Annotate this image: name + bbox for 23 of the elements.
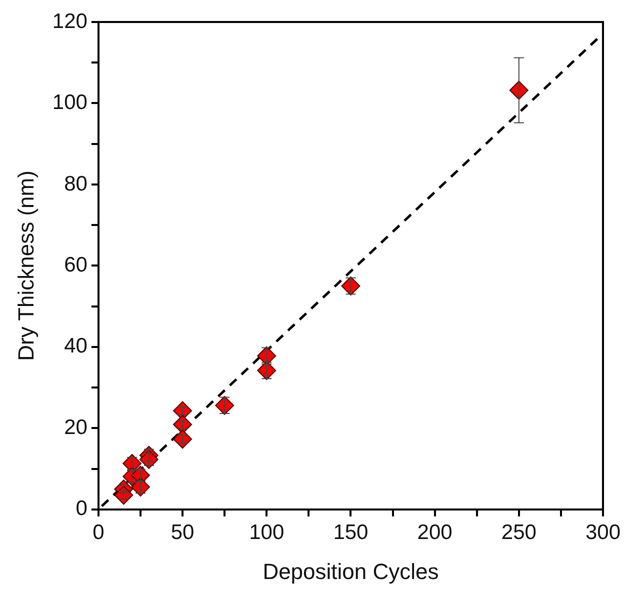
x-tick-label: 0 (92, 520, 104, 544)
y-tick-label: 100 (52, 91, 88, 114)
point (139, 450, 158, 469)
point (130, 478, 150, 497)
y-tick-label: 80 (64, 172, 88, 196)
point (257, 360, 276, 380)
y-axis-title: Dry Thickness (nm) (13, 170, 38, 361)
y-tick-label: 0 (76, 497, 88, 520)
x-tick-label: 50 (170, 520, 194, 544)
y-tick-label: 20 (64, 416, 88, 439)
point (114, 486, 134, 505)
x-tick-label: 200 (417, 520, 452, 544)
y-tick-label: 120 (52, 10, 88, 33)
x-tick-label: 300 (585, 520, 621, 544)
y-tick-label: 40 (64, 334, 88, 358)
x-tick-label: 150 (333, 520, 368, 544)
point (173, 430, 192, 449)
x-axis-title: Deposition Cycles (262, 558, 439, 584)
x-tick-label: 250 (501, 520, 536, 544)
x-tick-label: 100 (249, 520, 284, 544)
point (215, 396, 234, 415)
y-tick-label: 60 (64, 253, 88, 276)
point (341, 276, 360, 296)
